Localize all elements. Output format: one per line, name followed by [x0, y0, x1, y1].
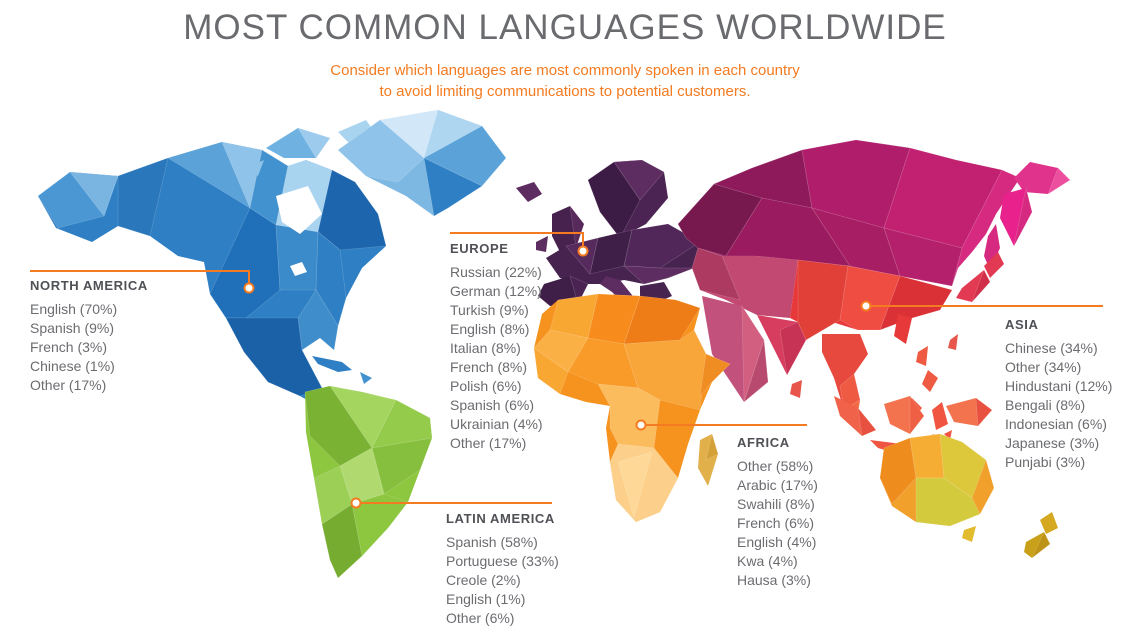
language-item: Hausa (3%): [737, 572, 811, 588]
language-item: Ukrainian (4%): [450, 416, 543, 432]
language-item: Punjabi (3%): [1005, 454, 1086, 470]
subtitle-line-1: Consider which languages are most common…: [330, 62, 800, 79]
language-item: Polish (6%): [450, 378, 522, 394]
region-label-africa: AFRICA Other (58%) Arabic (17%) Swahili …: [737, 435, 818, 590]
language-item: French (6%): [737, 515, 815, 531]
region-title-europe: EUROPE: [450, 241, 509, 256]
region-label-europe: EUROPE Russian (22%) German (12%) Turkis…: [450, 241, 543, 453]
region-title-latin-america: LATIN AMERICA: [446, 511, 555, 526]
language-item: Other (17%): [30, 377, 107, 393]
language-item: Spanish (58%): [446, 534, 538, 550]
subtitle-line-2: to avoid limiting communications to pote…: [379, 83, 751, 100]
connector-africa: [635, 419, 807, 431]
language-item: French (8%): [450, 359, 528, 375]
region-title-asia: ASIA: [1005, 317, 1039, 332]
language-item: Turkish (9%): [450, 302, 529, 318]
language-item: Other (17%): [450, 435, 527, 451]
connector-north-america: [30, 270, 255, 294]
region-title-africa: AFRICA: [737, 435, 790, 450]
language-item: Arabic (17%): [737, 477, 818, 493]
language-item: English (4%): [737, 534, 817, 550]
language-item: English (70%): [30, 301, 118, 317]
connector-asia: [860, 300, 1103, 312]
language-item: German (12%): [450, 283, 542, 299]
page-subtitle: Consider which languages are most common…: [0, 60, 1130, 102]
indonesia-shape: [834, 395, 993, 458]
language-item: English (8%): [450, 321, 530, 337]
language-item: Spanish (6%): [450, 397, 535, 413]
region-title-north-america: NORTH AMERICA: [30, 278, 148, 293]
greenland-shape: [337, 109, 507, 217]
language-item: Creole (2%): [446, 572, 521, 588]
language-item: Bengali (8%): [1005, 397, 1086, 413]
page-title: MOST COMMON LANGUAGES WORLDWIDE: [183, 8, 947, 47]
language-item: Other (58%): [737, 458, 814, 474]
russia-north-asia-shape: [677, 139, 1071, 303]
connector-latin-america: [350, 497, 552, 509]
language-item: Hindustani (12%): [1005, 378, 1113, 394]
language-item: Chinese (1%): [30, 358, 115, 374]
language-item: Other (34%): [1005, 359, 1082, 375]
language-item: Japanese (3%): [1005, 435, 1100, 451]
south-east-asia-shape: [691, 247, 958, 427]
language-item: Italian (8%): [450, 340, 521, 356]
language-item: Indonesian (6%): [1005, 416, 1107, 432]
region-label-latin-america: LATIN AMERICA Spanish (58%) Portuguese (…: [446, 511, 559, 628]
language-item: Spanish (9%): [30, 320, 115, 336]
language-item: Chinese (34%): [1005, 340, 1098, 356]
connector-europe: [450, 232, 589, 257]
language-item: English (1%): [446, 591, 526, 607]
language-item: Swahili (8%): [737, 496, 815, 512]
africa-shape: [533, 293, 731, 523]
language-item: French (3%): [30, 339, 108, 355]
language-item: Kwa (4%): [737, 553, 798, 569]
north-america-shape: [37, 120, 387, 426]
australia-shape: [879, 433, 1058, 559]
language-item: Russian (22%): [450, 264, 542, 280]
region-label-asia: ASIA Chinese (34%) Other (34%) Hindustan…: [1005, 317, 1112, 472]
region-label-north-america: NORTH AMERICA English (70%) Spanish (9%)…: [30, 278, 148, 395]
language-item: Portuguese (33%): [446, 553, 559, 569]
language-item: Other (6%): [446, 610, 515, 626]
south-america-shape: [304, 385, 433, 579]
europe-shape: [516, 159, 701, 316]
